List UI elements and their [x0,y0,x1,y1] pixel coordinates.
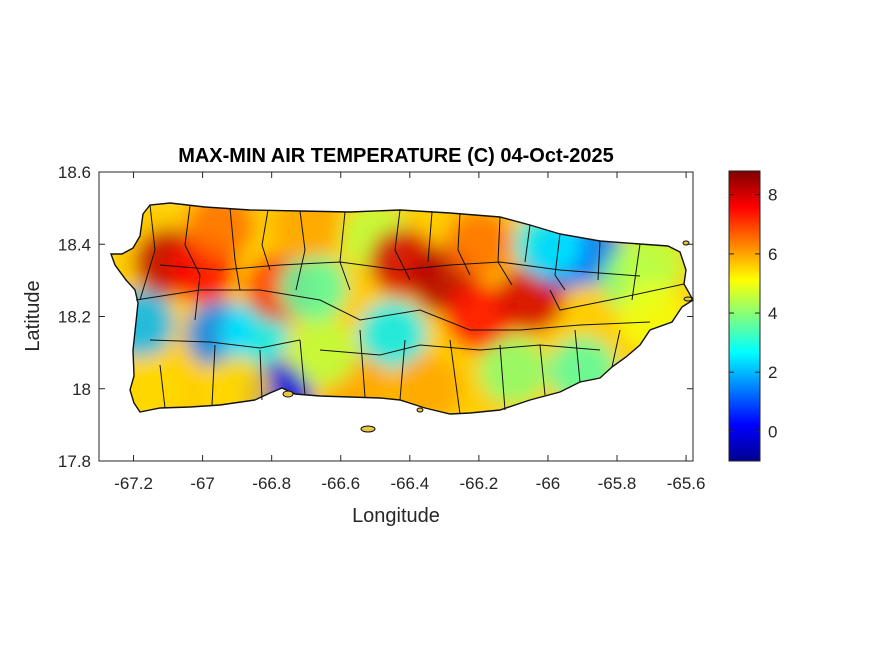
municipality-boundary [319,344,601,356]
x-tick-label: -67.2 [114,474,153,493]
municipality-boundary [159,364,166,409]
x-tick-label: -67 [190,474,215,493]
field-sample [479,336,548,405]
x-tick-label: -66.4 [390,474,429,493]
x-tick-label: -66 [536,474,561,493]
colorbar-tick-label: 8 [768,186,777,205]
municipality-boundary [139,204,156,301]
x-tick-label: -65.6 [667,474,706,493]
municipality-boundary [574,329,581,383]
municipality-boundary [229,207,241,291]
municipality-boundary [159,261,641,277]
field-sample [289,318,358,387]
small-island [683,296,693,302]
colorbar-tick-label: 4 [768,304,777,323]
municipality-boundary [399,339,406,401]
small-islands [282,240,693,433]
municipality-boundary [449,339,461,415]
colorbar-tick-label: 0 [768,422,777,441]
municipality-boundary [524,224,531,263]
x-tick-label: -65.8 [598,474,637,493]
municipality-boundary [149,339,301,349]
municipality-boundary [499,344,506,411]
y-axis-label: Latitude [22,280,44,351]
municipality-boundary [554,233,566,291]
municipality-boundary [539,344,546,396]
y-tick-label: 18.6 [58,163,91,182]
municipality-boundary [135,289,651,331]
small-island [416,407,424,413]
coastline [110,202,694,415]
municipality-boundary [457,212,471,276]
municipality-boundary [184,205,201,321]
field-sample [444,282,513,351]
field-sample [444,210,513,279]
municipality-boundary [261,209,271,271]
municipality-boundaries [135,204,685,415]
municipality-boundary [259,349,263,401]
x-tick-label: -66.2 [460,474,499,493]
small-island [282,390,294,398]
municipality-boundary [549,283,685,311]
y-tick-label: 18.2 [58,308,91,327]
y-tick-label: 18 [72,380,91,399]
y-tick-label: 18.4 [58,235,91,254]
small-island [360,425,376,433]
municipality-boundary [359,329,366,398]
colorbar-tick-label: 2 [768,363,777,382]
municipality-boundary [611,329,621,368]
municipality-boundary [597,240,601,281]
x-tick-label: -66.6 [321,474,360,493]
y-tick-label: 17.8 [58,452,91,471]
municipality-boundary [631,243,641,301]
colorbar-ticks: 0 2 4 6 8 [729,186,777,441]
colorbar [728,170,761,462]
island-outline [110,202,694,415]
y-axis-ticks: 17.8 18 18.2 18.4 18.6 [58,163,693,471]
map-title: MAX-MIN AIR TEMPERATURE (C) 04-Oct-2025 [178,145,614,167]
colorbar-tick-label: 6 [768,245,777,264]
municipality-boundary [295,210,306,291]
municipality-boundary [299,339,306,396]
municipality-boundary [211,344,216,406]
municipality-boundary [427,211,433,263]
x-tick-label: -66.8 [252,474,291,493]
x-axis-label: Longitude [352,505,440,527]
x-axis-ticks: -67.2 -67 -66.8 -66.6 -66.4 -66.2 -66 -65.8 -65.… [114,172,705,493]
